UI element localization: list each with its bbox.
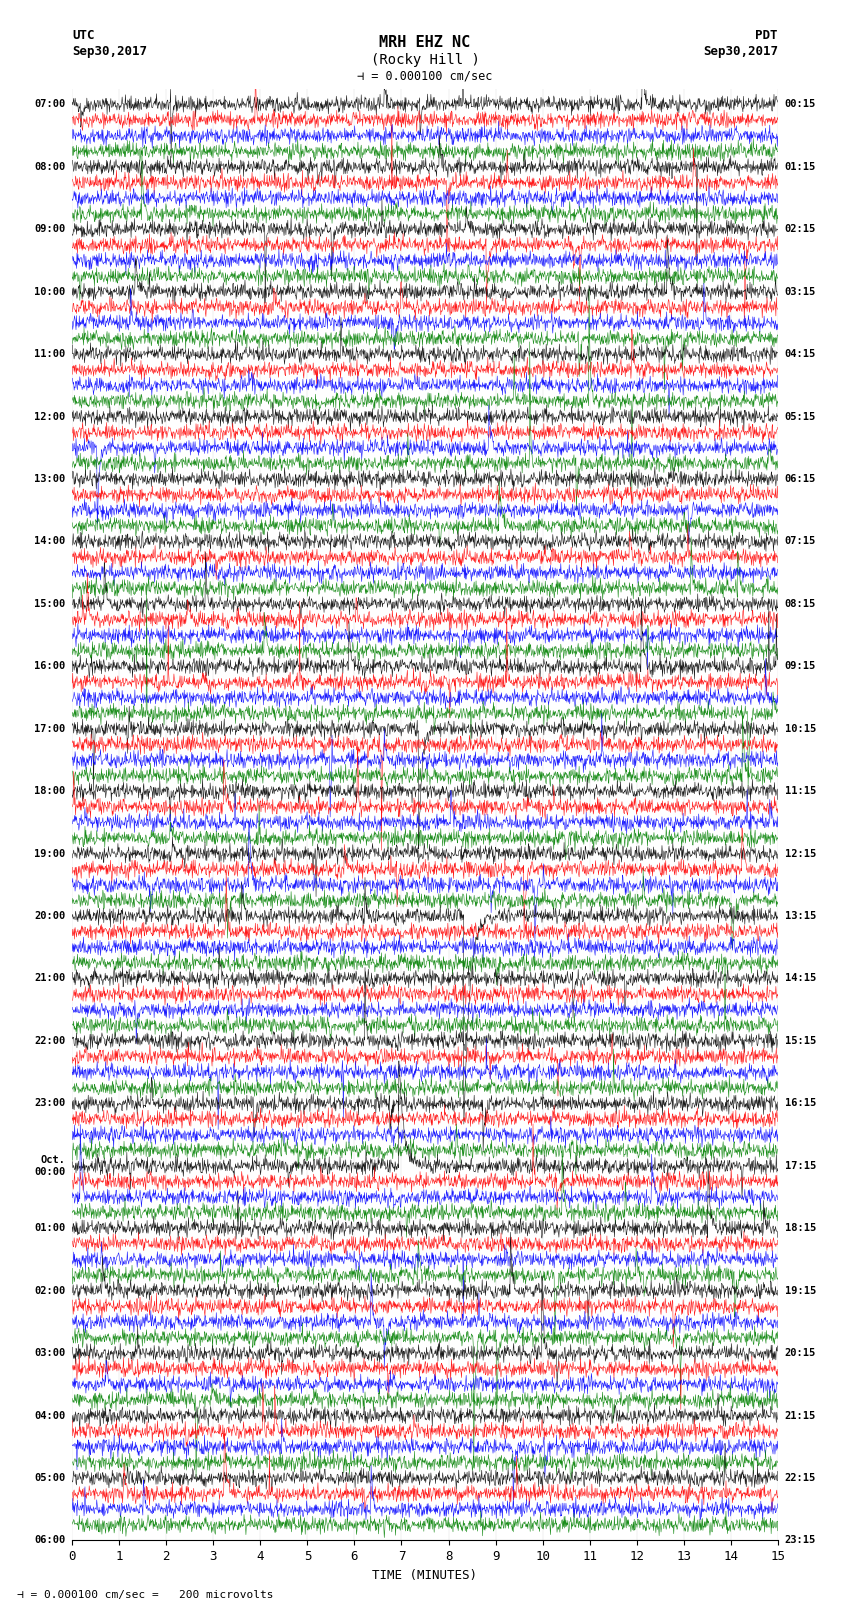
Text: 21:15: 21:15 xyxy=(785,1410,816,1421)
Text: 03:15: 03:15 xyxy=(785,287,816,297)
Text: 23:00: 23:00 xyxy=(34,1098,65,1108)
Text: 00:15: 00:15 xyxy=(785,100,816,110)
Text: 20:00: 20:00 xyxy=(34,911,65,921)
Text: 11:00: 11:00 xyxy=(34,348,65,360)
X-axis label: TIME (MINUTES): TIME (MINUTES) xyxy=(372,1569,478,1582)
Text: 01:00: 01:00 xyxy=(34,1223,65,1234)
Text: 07:00: 07:00 xyxy=(34,100,65,110)
Text: (Rocky Hill ): (Rocky Hill ) xyxy=(371,53,479,68)
Text: ⊣ = 0.000100 cm/sec =   200 microvolts: ⊣ = 0.000100 cm/sec = 200 microvolts xyxy=(17,1590,274,1600)
Text: Sep30,2017: Sep30,2017 xyxy=(72,45,147,58)
Text: 10:00: 10:00 xyxy=(34,287,65,297)
Text: 04:00: 04:00 xyxy=(34,1410,65,1421)
Text: 12:15: 12:15 xyxy=(785,848,816,858)
Text: 06:00: 06:00 xyxy=(34,1536,65,1545)
Text: 16:00: 16:00 xyxy=(34,661,65,671)
Text: 05:00: 05:00 xyxy=(34,1473,65,1482)
Text: 17:15: 17:15 xyxy=(785,1161,816,1171)
Text: 22:00: 22:00 xyxy=(34,1036,65,1045)
Text: 13:15: 13:15 xyxy=(785,911,816,921)
Text: 13:00: 13:00 xyxy=(34,474,65,484)
Text: 16:15: 16:15 xyxy=(785,1098,816,1108)
Text: 15:00: 15:00 xyxy=(34,598,65,608)
Text: 03:00: 03:00 xyxy=(34,1348,65,1358)
Text: 19:15: 19:15 xyxy=(785,1286,816,1295)
Text: 18:00: 18:00 xyxy=(34,786,65,797)
Text: 21:00: 21:00 xyxy=(34,974,65,984)
Text: 09:15: 09:15 xyxy=(785,661,816,671)
Text: Oct.
00:00: Oct. 00:00 xyxy=(34,1155,65,1176)
Text: 02:00: 02:00 xyxy=(34,1286,65,1295)
Text: 19:00: 19:00 xyxy=(34,848,65,858)
Text: 08:15: 08:15 xyxy=(785,598,816,608)
Text: 12:00: 12:00 xyxy=(34,411,65,421)
Text: 17:00: 17:00 xyxy=(34,724,65,734)
Text: 10:15: 10:15 xyxy=(785,724,816,734)
Text: 14:00: 14:00 xyxy=(34,537,65,547)
Text: UTC: UTC xyxy=(72,29,94,42)
Text: 15:15: 15:15 xyxy=(785,1036,816,1045)
Text: 07:15: 07:15 xyxy=(785,537,816,547)
Text: 23:15: 23:15 xyxy=(785,1536,816,1545)
Text: 20:15: 20:15 xyxy=(785,1348,816,1358)
Text: 11:15: 11:15 xyxy=(785,786,816,797)
Text: MRH EHZ NC: MRH EHZ NC xyxy=(379,35,471,50)
Text: 06:15: 06:15 xyxy=(785,474,816,484)
Text: Sep30,2017: Sep30,2017 xyxy=(703,45,778,58)
Text: 09:00: 09:00 xyxy=(34,224,65,234)
Text: 08:00: 08:00 xyxy=(34,161,65,171)
Text: 01:15: 01:15 xyxy=(785,161,816,171)
Text: PDT: PDT xyxy=(756,29,778,42)
Text: 02:15: 02:15 xyxy=(785,224,816,234)
Text: 18:15: 18:15 xyxy=(785,1223,816,1234)
Text: 22:15: 22:15 xyxy=(785,1473,816,1482)
Text: 14:15: 14:15 xyxy=(785,974,816,984)
Text: ⊣ = 0.000100 cm/sec: ⊣ = 0.000100 cm/sec xyxy=(357,69,493,82)
Text: 04:15: 04:15 xyxy=(785,348,816,360)
Text: 05:15: 05:15 xyxy=(785,411,816,421)
